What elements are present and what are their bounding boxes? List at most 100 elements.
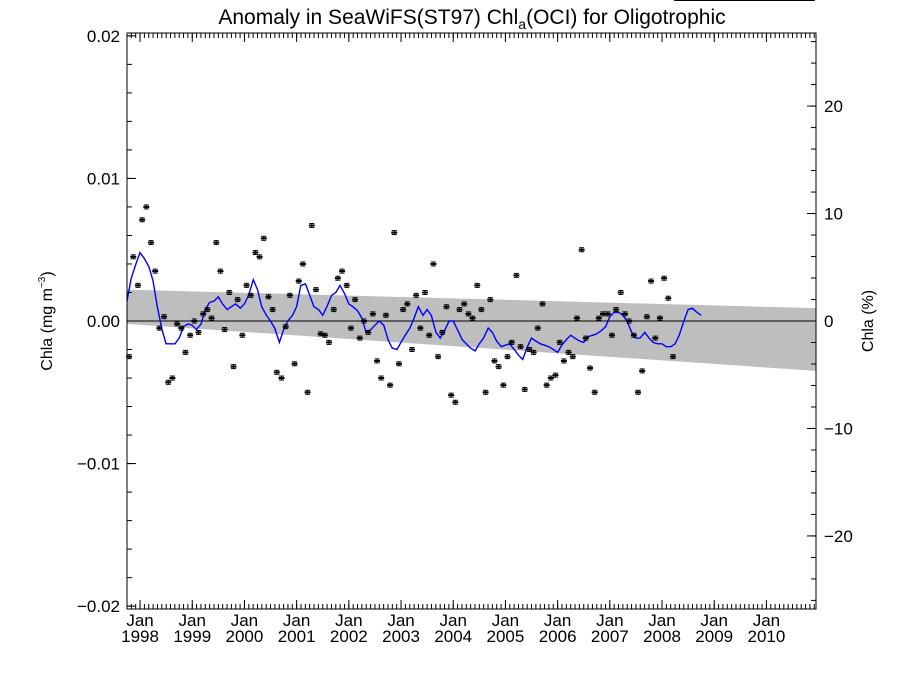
anomaly-point (534, 325, 541, 331)
anomaly-point (430, 261, 437, 267)
anomaly-point (487, 297, 494, 303)
x-tick-month-label: Jan (231, 611, 258, 630)
y-tick-label: −0.01 (77, 455, 120, 474)
anomaly-point (200, 311, 207, 317)
anomaly-point (586, 365, 593, 371)
x-tick-year-label: 2007 (591, 627, 629, 646)
y-tick-label: 0.00 (87, 312, 120, 331)
anomaly-point (343, 282, 350, 288)
chart-title: Anomaly in SeaWiFS(ST97) Chla(OCI) for O… (218, 6, 725, 32)
anomaly-point (404, 301, 411, 307)
anomaly-point (595, 315, 602, 321)
anomaly-point (395, 361, 402, 367)
x-tick-month-label: Jan (440, 611, 467, 630)
x-tick-year-label: 2008 (643, 627, 681, 646)
anomaly-point (291, 361, 298, 367)
anomaly-point (230, 364, 237, 370)
anomaly-point (582, 335, 589, 341)
anomaly-point (461, 301, 468, 307)
anomaly-point (269, 307, 276, 313)
anomaly-point (360, 318, 367, 324)
anomaly-point (556, 339, 563, 345)
anomaly-point (239, 332, 246, 338)
anomaly-point (369, 311, 376, 317)
anomaly-point (221, 327, 228, 333)
anomaly-point (265, 294, 272, 300)
anomaly-point (652, 335, 659, 341)
anomaly-point (195, 329, 202, 335)
anomaly-point (378, 375, 385, 381)
anomaly-point (635, 389, 642, 395)
anomaly-point (252, 250, 259, 256)
x-tick-month-label: Jan (179, 611, 206, 630)
anomaly-point (278, 375, 285, 381)
anomaly-point (256, 254, 263, 260)
anomaly-point (347, 325, 354, 331)
anomaly-point (661, 275, 668, 281)
anomaly-point (521, 386, 528, 392)
anomaly-point (352, 297, 359, 303)
y-axis-label-superscript: −3 (37, 276, 48, 288)
anomaly-point (330, 307, 337, 313)
anomaly-point (422, 289, 429, 295)
anomaly-point (656, 315, 663, 321)
anomaly-point (435, 354, 442, 360)
y2-tick-label: 20 (824, 97, 843, 116)
x-tick-month-label: Jan (492, 611, 519, 630)
x-tick-year-label: 2002 (330, 627, 368, 646)
x-tick-month-label: Jan (387, 611, 414, 630)
anomaly-point (161, 314, 168, 320)
anomaly-point (617, 289, 624, 295)
anomaly-point (456, 307, 463, 313)
x-tick-year-label: 2000 (226, 627, 264, 646)
anomaly-point (226, 289, 233, 295)
anomaly-point (299, 261, 306, 267)
y-tick-label: −0.02 (77, 597, 120, 616)
right-y-axis: 20 10 0 −10 −20 (807, 41, 853, 601)
anomaly-point (669, 354, 676, 360)
anomaly-point (308, 222, 315, 228)
anomaly-point (365, 329, 372, 335)
trend-band-layer (127, 289, 816, 371)
anomaly-point (165, 379, 172, 385)
anomaly-point (565, 349, 572, 355)
anomaly-point (391, 230, 398, 236)
anomaly-point (413, 292, 420, 298)
y2-tick-label: 0 (824, 312, 833, 331)
anomaly-point (513, 272, 520, 278)
x-tick-month-label: Jan (335, 611, 362, 630)
anomaly-point (469, 315, 476, 321)
anomaly-point (543, 382, 550, 388)
anomaly-point (665, 295, 672, 301)
anomaly-point (478, 307, 485, 313)
anomaly-point (156, 325, 163, 331)
anomaly-point (591, 389, 598, 395)
x-tick-year-label: 2001 (278, 627, 316, 646)
anomaly-point (530, 349, 537, 355)
anomaly-point (273, 369, 280, 375)
anomaly-point (547, 375, 554, 381)
anomaly-point (474, 282, 481, 288)
y2-tick-label: −10 (824, 419, 853, 438)
anomaly-point (560, 358, 567, 364)
anomaly-point (578, 247, 585, 253)
anomaly-point (191, 318, 198, 324)
anomaly-point (417, 325, 424, 331)
x-tick-year-label: 1999 (173, 627, 211, 646)
anomaly-point (134, 282, 141, 288)
anomaly-point (465, 311, 472, 317)
anomaly-point (569, 354, 576, 360)
anomaly-point (613, 307, 620, 313)
anomaly-point (326, 339, 333, 345)
anomaly-point (517, 344, 524, 350)
anomaly-point (169, 375, 176, 381)
chart-title-main: Anomaly in SeaWiFS(ST97) Chl (218, 6, 518, 29)
x-tick-month-label: Jan (701, 611, 728, 630)
anomaly-point (648, 278, 655, 284)
anomaly-point (491, 358, 498, 364)
anomaly-point (630, 332, 637, 338)
y2-axis-label: Chla (%) (860, 290, 877, 352)
anomaly-point (339, 268, 346, 274)
chart-title-subscript: a (518, 16, 526, 32)
